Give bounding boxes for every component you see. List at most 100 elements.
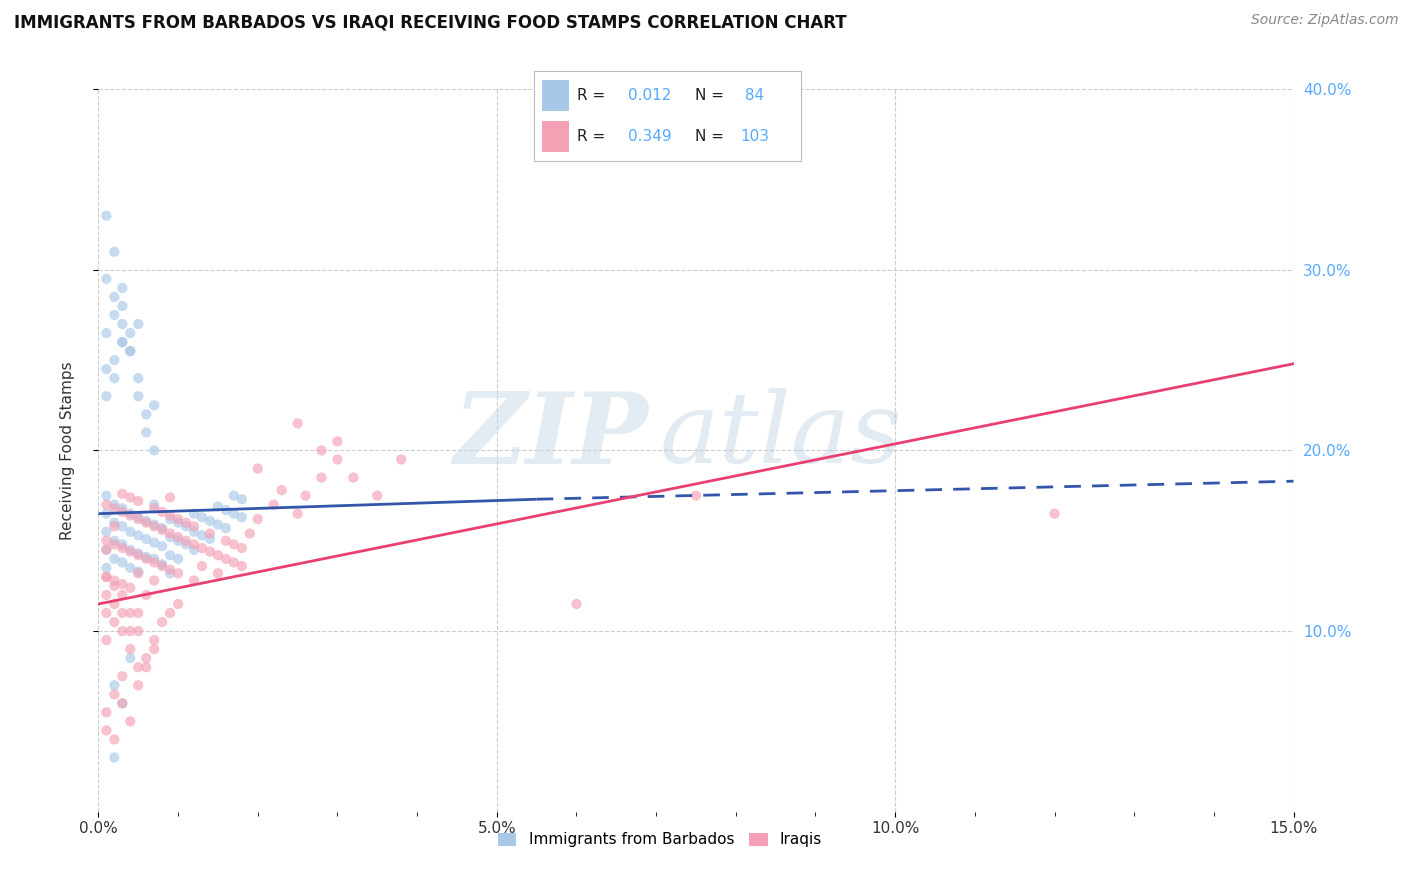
Point [103, 353, 125, 368]
Point [111, 334, 134, 349]
Point [127, 512, 149, 526]
Point [191, 510, 214, 524]
Text: atlas: atlas [661, 388, 903, 483]
Point [127, 494, 149, 508]
Point [96, 542, 118, 557]
Point [311, 443, 333, 458]
Point [96, 362, 118, 376]
Point [135, 588, 157, 602]
Point [120, 544, 142, 558]
Point [135, 549, 157, 564]
Point [111, 588, 134, 602]
Point [111, 669, 134, 683]
Point [150, 539, 173, 553]
Point [207, 548, 229, 562]
Point [111, 487, 134, 501]
Point [120, 524, 142, 539]
Point [263, 498, 285, 512]
Point [143, 517, 166, 532]
Point [96, 561, 118, 575]
Text: 0.349: 0.349 [627, 129, 672, 144]
Point [96, 498, 118, 512]
Point [143, 501, 166, 516]
Point [231, 510, 253, 524]
Point [150, 559, 173, 574]
Point [167, 566, 190, 581]
Point [111, 334, 134, 349]
Point [120, 344, 142, 359]
Point [183, 519, 205, 533]
Point [103, 750, 125, 764]
Point [135, 660, 157, 674]
Point [127, 678, 149, 692]
Point [143, 398, 166, 412]
Point [215, 503, 238, 517]
Point [120, 651, 142, 665]
Point [326, 452, 349, 467]
Point [96, 326, 118, 340]
Point [231, 559, 253, 574]
Point [96, 588, 118, 602]
Point [103, 579, 125, 593]
Point [96, 570, 118, 584]
Point [150, 523, 173, 537]
Point [150, 558, 173, 572]
Point [96, 570, 118, 584]
Point [103, 533, 125, 548]
Point [127, 546, 149, 560]
Point [174, 519, 197, 533]
Point [111, 577, 134, 591]
Point [120, 326, 142, 340]
Point [135, 532, 157, 546]
Point [103, 308, 125, 322]
Point [326, 434, 349, 449]
Point [222, 556, 245, 570]
Point [246, 461, 269, 475]
Point [96, 542, 118, 557]
Point [103, 371, 125, 385]
Point [103, 615, 125, 629]
Point [127, 548, 149, 562]
Point [159, 526, 181, 541]
Point [127, 565, 149, 579]
Point [174, 516, 197, 530]
Point [143, 498, 166, 512]
Text: 84: 84 [740, 88, 763, 103]
Point [135, 407, 157, 422]
Point [135, 551, 157, 566]
Point [96, 209, 118, 223]
Bar [543, 121, 569, 152]
Point [239, 526, 262, 541]
Point [120, 542, 142, 557]
Point [191, 528, 214, 542]
Point [270, 483, 292, 498]
Point [120, 714, 142, 729]
Point [389, 452, 412, 467]
Point [143, 574, 166, 588]
Text: N =: N = [695, 88, 724, 103]
Point [150, 505, 173, 519]
Point [120, 606, 142, 620]
Point [96, 706, 118, 720]
Point [143, 642, 166, 657]
Point [120, 642, 142, 657]
Point [167, 551, 190, 566]
Y-axis label: Receiving Food Stamps: Receiving Food Stamps [60, 361, 75, 540]
Point [198, 526, 221, 541]
Point [127, 566, 149, 581]
Point [198, 532, 221, 546]
Point [111, 624, 134, 639]
Point [143, 519, 166, 533]
Point [96, 524, 118, 539]
Point [111, 505, 134, 519]
Point [222, 507, 245, 521]
Point [120, 581, 142, 595]
Point [96, 606, 118, 620]
Point [96, 507, 118, 521]
Point [111, 541, 134, 555]
Point [191, 541, 214, 555]
Text: 0.012: 0.012 [627, 88, 671, 103]
Point [135, 516, 157, 530]
Point [222, 489, 245, 503]
Text: 103: 103 [740, 129, 769, 144]
